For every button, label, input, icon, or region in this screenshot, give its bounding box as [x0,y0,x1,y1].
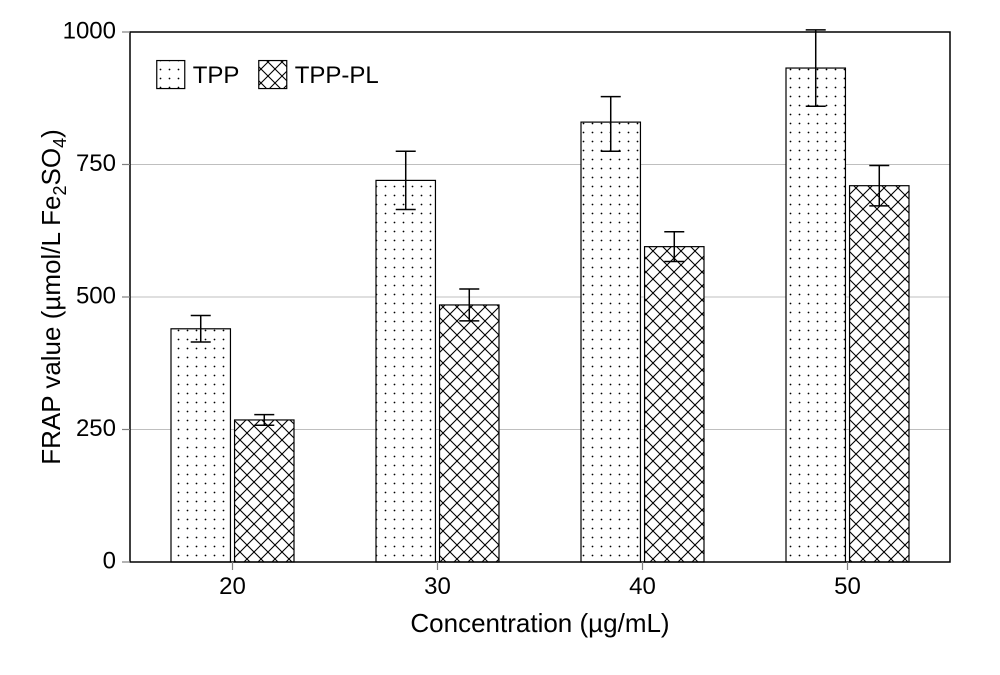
bar-tpp-20 [171,329,230,562]
x-axis-label: Concentration (µg/mL) [410,608,669,638]
y-tick-label: 500 [76,282,116,309]
y-axis-label: FRAP value (µmol/L Fe2SO4) [36,129,70,465]
bar-tpp-30 [376,180,435,562]
legend-label-tpp: TPP [193,62,240,89]
bar-tpp-pl-30 [440,305,499,562]
frap-bar-chart: 0 250 500 750 1000 20 30 40 50 Concentration (µg/… [30,20,970,650]
y-tick-label: 250 [76,415,116,442]
y-tick-label: 750 [76,150,116,177]
x-tick-label: 40 [629,573,656,600]
legend-swatch-tpp [157,61,185,89]
bar-tpp-40 [581,122,640,562]
y-tick-label: 0 [103,547,116,574]
legend-label-tpp-pl: TPP-PL [295,62,379,89]
x-tick-label: 50 [834,573,861,600]
chart-svg: 0 250 500 750 1000 20 30 40 50 Concentration (µg/… [30,20,970,650]
bar-tpp-pl-50 [850,186,909,562]
legend-swatch-tpp-pl [259,61,287,89]
x-tick-label: 30 [424,573,451,600]
bar-tpp-pl-40 [645,247,704,562]
bar-tpp-50 [786,68,845,562]
y-tick-label: 1000 [63,20,116,44]
bar-tpp-pl-20 [235,420,294,562]
x-tick-label: 20 [219,573,246,600]
